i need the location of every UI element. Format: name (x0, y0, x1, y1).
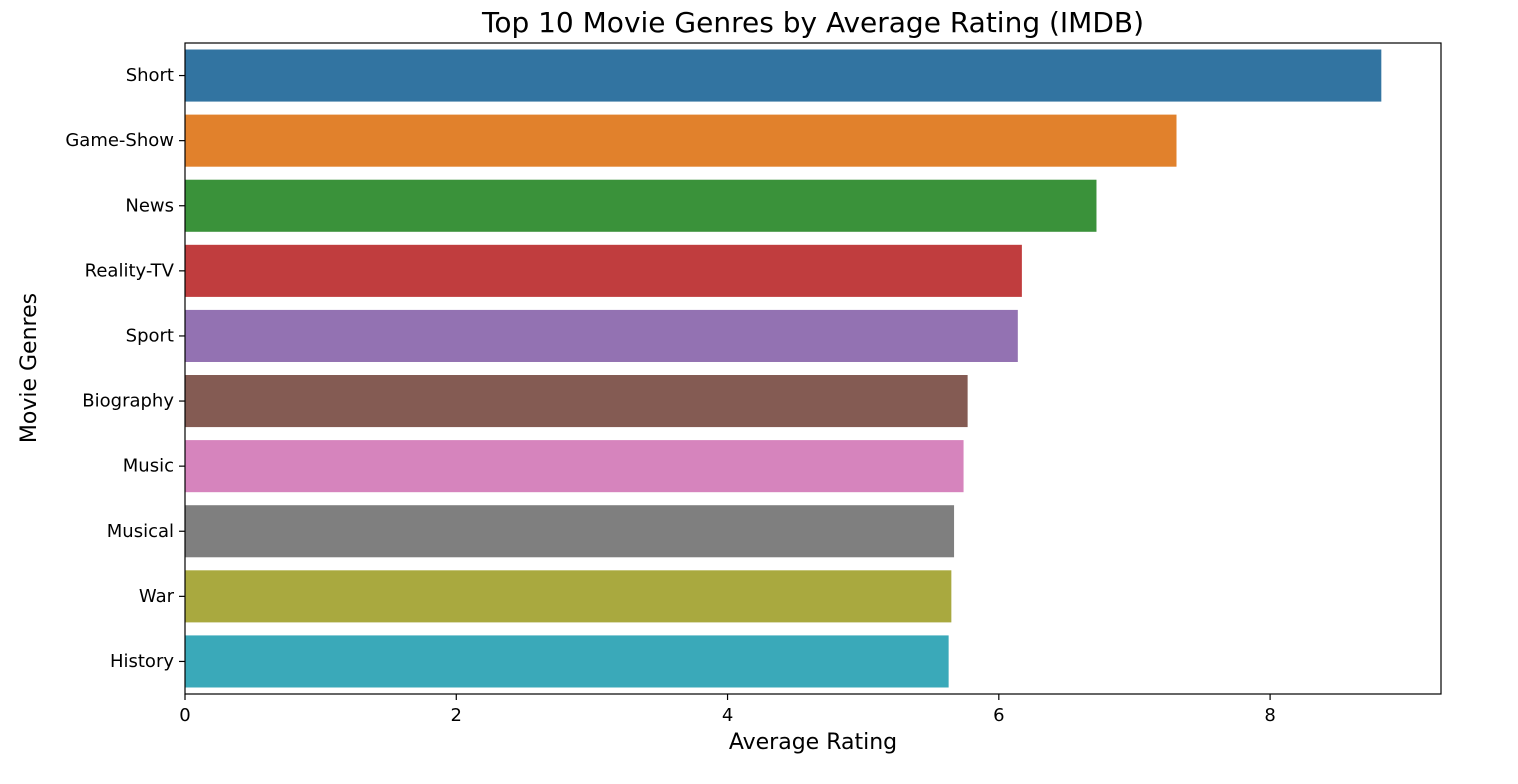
chart-title: Top 10 Movie Genres by Average Rating (I… (481, 6, 1144, 39)
y-axis: Short Game-Show News Reality-TV Sport Biograp… (65, 65, 185, 672)
y-tick-label: Reality-TV (85, 260, 175, 281)
y-tick-label: News (125, 195, 174, 216)
bar-war (185, 570, 952, 623)
x-tick-label: 8 (1264, 705, 1275, 726)
bar-game-show (185, 114, 1177, 167)
bar-short (185, 49, 1382, 102)
bar-reality-tv (185, 244, 1022, 297)
x-axis: 0 2 4 6 8 (179, 694, 1276, 726)
bar-sport (185, 309, 1018, 362)
bar-biography (185, 375, 968, 428)
y-tick-label: Sport (126, 325, 174, 346)
y-tick-label: Musical (107, 521, 174, 542)
bar-music (185, 440, 964, 493)
x-tick-label: 6 (993, 705, 1004, 726)
y-tick-label: History (110, 651, 174, 672)
x-axis-label: Average Rating (729, 730, 897, 755)
y-tick-label: Biography (82, 391, 174, 412)
x-tick-label: 2 (451, 705, 462, 726)
y-tick-label: Game-Show (65, 130, 174, 151)
x-tick-label: 4 (722, 705, 733, 726)
y-tick-label: Music (123, 456, 174, 477)
y-axis-label: Movie Genres (17, 293, 42, 443)
y-tick-label: War (139, 586, 175, 607)
bar-musical (185, 505, 955, 558)
bar-news (185, 179, 1097, 232)
y-tick-label: Short (126, 65, 174, 86)
x-tick-label: 0 (179, 705, 190, 726)
bars-group (185, 49, 1382, 688)
bar-history (185, 635, 949, 688)
plot-frame (184, 42, 1442, 695)
